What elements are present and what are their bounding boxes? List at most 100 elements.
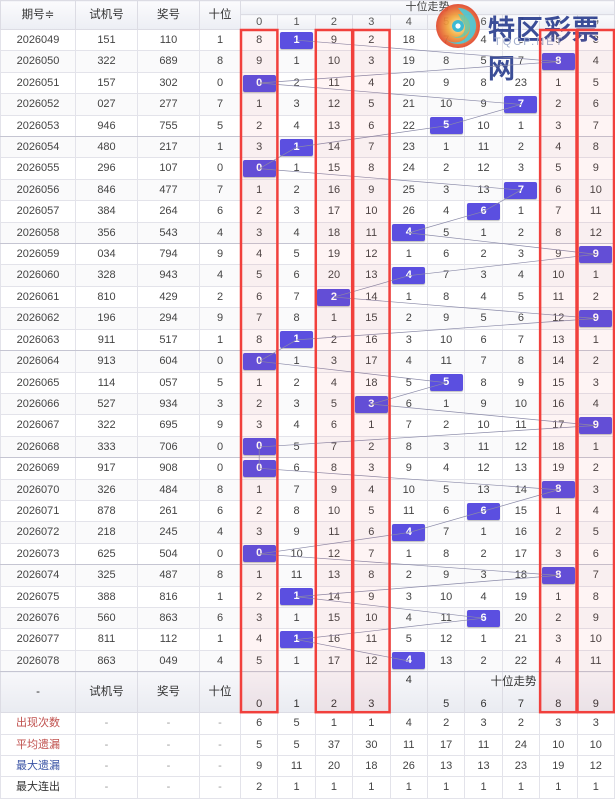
sort-icon[interactable]: ≑ <box>44 9 55 21</box>
table-row[interactable]: 2026054 480 217 1 3 1 14 7 23 1 11 2 4 8 <box>0 136 615 159</box>
trend-miss-cell: 2 <box>277 371 316 394</box>
table-row[interactable]: 2026053 946 755 5 2 4 13 6 22 5 10 1 3 7 <box>0 114 615 138</box>
footer-col-digit-7[interactable]: 7 <box>501 671 541 714</box>
col-header-digit-2[interactable]: 2 <box>314 14 354 30</box>
trend-miss-cell: 14 <box>314 585 354 608</box>
table-row[interactable]: 2026052 027 277 7 1 3 12 5 21 10 9 7 2 6 <box>0 93 615 116</box>
footer-col-digit-6[interactable]: 6 <box>464 671 503 714</box>
trend-miss-cell: 8 <box>426 285 466 309</box>
trend-miss-cell: 16 <box>314 628 354 651</box>
col-header-digit-8[interactable]: 8 <box>539 14 578 30</box>
table-row[interactable]: 2026071 878 261 6 2 8 10 5 11 6 6 15 1 4 <box>0 499 615 523</box>
table-row[interactable]: 2026059 034 794 9 4 5 19 12 1 6 2 3 9 9 <box>0 243 615 266</box>
footer-col-digit-4[interactable]: 十位走势 4 <box>389 671 537 714</box>
table-row[interactable]: 2026074 325 487 8 1 11 13 8 2 9 3 18 8 7 <box>0 564 615 587</box>
hit-badge: 4 <box>392 224 426 242</box>
period-cell: 2026051 <box>0 71 76 95</box>
prize-number-cell: 245 <box>137 521 200 544</box>
shiwei-cell: 6 <box>199 200 241 223</box>
trend-miss-cell: 21 <box>389 93 428 116</box>
hit-badge: 3 <box>354 395 388 413</box>
table-row[interactable]: 2026063 911 517 1 8 1 2 16 3 10 6 7 13 1 <box>0 328 615 352</box>
table-row[interactable]: 2026056 846 477 7 1 2 16 9 25 3 13 7 6 10 <box>0 178 615 202</box>
prize-number-cell: 794 <box>137 243 200 266</box>
footer-stat-value: 2 <box>426 712 466 735</box>
footer-col-digit-5[interactable]: 5 <box>426 671 466 714</box>
footer-stat-dash: - <box>75 754 138 778</box>
footer-col-digit-3[interactable]: 3 <box>352 671 391 714</box>
prize-number-cell: 706 <box>137 435 200 459</box>
footer-stat-dash: - <box>75 712 138 735</box>
table-row[interactable]: 2026061 810 429 2 6 7 2 14 1 8 4 5 11 2 <box>0 285 615 309</box>
table-row[interactable]: 2026075 388 816 1 2 1 14 9 3 10 4 19 1 8 <box>0 585 615 608</box>
footer-stat-value: 1 <box>464 776 503 799</box>
footer-col-digit-0[interactable]: 0 <box>239 671 279 714</box>
col-header-digit-4[interactable]: 4 <box>389 14 428 30</box>
table-row[interactable]: 2026050 322 689 8 9 1 10 3 19 8 5 7 8 4 <box>0 50 615 73</box>
col-header-period[interactable]: 期号≑ <box>0 0 76 30</box>
trend-miss-cell: 1 <box>464 521 503 544</box>
col-header-digit-9[interactable]: 9 <box>576 14 615 30</box>
try-number-cell: 326 <box>75 478 138 501</box>
shiwei-cell: 0 <box>199 542 241 566</box>
col-header-digit-5[interactable]: 5 <box>426 14 466 30</box>
table-row[interactable]: 2026051 157 302 0 0 2 11 4 20 9 8 23 1 5 <box>0 71 615 95</box>
trend-miss-cell: 12 <box>464 157 503 180</box>
trend-miss-cell: 13 <box>314 114 354 138</box>
col-header-digit-6[interactable]: 6 <box>464 14 503 30</box>
table-row[interactable]: 2026067 322 695 9 3 4 6 1 7 2 10 11 17 9 <box>0 414 615 437</box>
table-row[interactable]: 2026049 151 110 1 8 1 9 2 18 7 4 6 5 3 <box>0 28 615 52</box>
trend-miss-cell: 16 <box>314 178 354 202</box>
footer-col-digit-2[interactable]: 2 <box>314 671 354 714</box>
table-row[interactable]: 2026065 114 057 5 1 2 4 18 5 5 8 9 15 3 <box>0 371 615 394</box>
table-row[interactable]: 2026076 560 863 6 3 1 15 10 4 11 6 20 2 9 <box>0 606 615 630</box>
trend-miss-cell: 5 <box>352 93 391 116</box>
trend-miss-cell: 20 <box>389 71 428 95</box>
table-row[interactable]: 2026058 356 543 4 3 4 18 11 4 5 1 2 8 12 <box>0 221 615 245</box>
trend-miss-cell: 11 <box>314 521 354 544</box>
table-row[interactable]: 2026064 913 604 0 0 1 3 17 4 11 7 8 14 2 <box>0 350 615 373</box>
trend-miss-cell: 9 <box>239 50 279 73</box>
table-row[interactable]: 2026060 328 943 4 5 6 20 13 4 7 3 4 10 1 <box>0 264 615 287</box>
trend-hit-cell: 1 <box>277 585 316 608</box>
trend-miss-cell: 7 <box>501 328 541 352</box>
footer-stat-value: 17 <box>426 733 466 757</box>
footer-stat-value: 4 <box>389 712 428 735</box>
col-header-digit-1[interactable]: 1 <box>277 14 316 30</box>
col-header-digit-7[interactable]: 7 <box>501 14 541 30</box>
trend-miss-cell: 11 <box>277 564 316 587</box>
trend-miss-cell: 8 <box>352 564 391 587</box>
table-row[interactable]: 2026066 527 934 3 2 3 5 3 6 1 9 10 16 4 <box>0 392 615 416</box>
table-row[interactable]: 2026078 863 049 4 5 1 17 12 4 13 2 22 4 11 <box>0 649 615 673</box>
table-row[interactable]: 2026070 326 484 8 1 7 9 4 10 5 13 14 8 3 <box>0 478 615 501</box>
table-row[interactable]: 2026068 333 706 0 0 5 7 2 8 3 11 12 18 1 <box>0 435 615 459</box>
shiwei-cell: 1 <box>199 28 241 52</box>
trend-miss-cell: 2 <box>239 585 279 608</box>
trend-miss-cell: 4 <box>277 414 316 437</box>
table-row[interactable]: 2026069 917 908 0 0 6 8 3 9 4 12 13 19 2 <box>0 457 615 480</box>
try-number-cell: 388 <box>75 585 138 608</box>
trend-miss-cell: 6 <box>426 243 466 266</box>
footer-stat-dash: - <box>75 733 138 757</box>
trend-miss-cell: 5 <box>576 521 615 544</box>
table-row[interactable]: 2026077 811 112 1 4 1 16 11 5 12 1 21 3 10 <box>0 628 615 651</box>
table-row[interactable]: 2026062 196 294 9 7 8 1 15 2 9 5 6 12 9 <box>0 307 615 330</box>
table-row[interactable]: 2026073 625 504 0 0 10 12 7 1 8 2 17 3 6 <box>0 542 615 566</box>
table-row[interactable]: 2026055 296 107 0 0 1 15 8 24 2 12 3 5 9 <box>0 157 615 180</box>
try-number-cell: 034 <box>75 243 138 266</box>
table-row[interactable]: 2026072 218 245 4 3 9 11 6 4 7 1 16 2 5 <box>0 521 615 544</box>
try-number-cell: 863 <box>75 649 138 673</box>
trend-miss-cell: 11 <box>352 221 391 245</box>
col-header-digit-3[interactable]: 3 <box>352 14 391 30</box>
trend-miss-cell: 9 <box>464 392 503 416</box>
trend-miss-cell: 17 <box>501 542 541 566</box>
footer-col-digit-1[interactable]: 1 <box>277 671 316 714</box>
trend-hit-cell: 0 <box>239 542 279 566</box>
trend-miss-cell: 6 <box>352 114 391 138</box>
col-header-digit-0[interactable]: 0 <box>239 14 279 30</box>
period-cell: 2026069 <box>0 457 76 480</box>
table-row[interactable]: 2026057 384 264 6 2 3 17 10 26 4 6 1 7 11 <box>0 200 615 223</box>
trend-miss-cell: 12 <box>539 307 578 330</box>
trend-miss-cell: 1 <box>239 564 279 587</box>
prize-number-cell: 604 <box>137 350 200 373</box>
